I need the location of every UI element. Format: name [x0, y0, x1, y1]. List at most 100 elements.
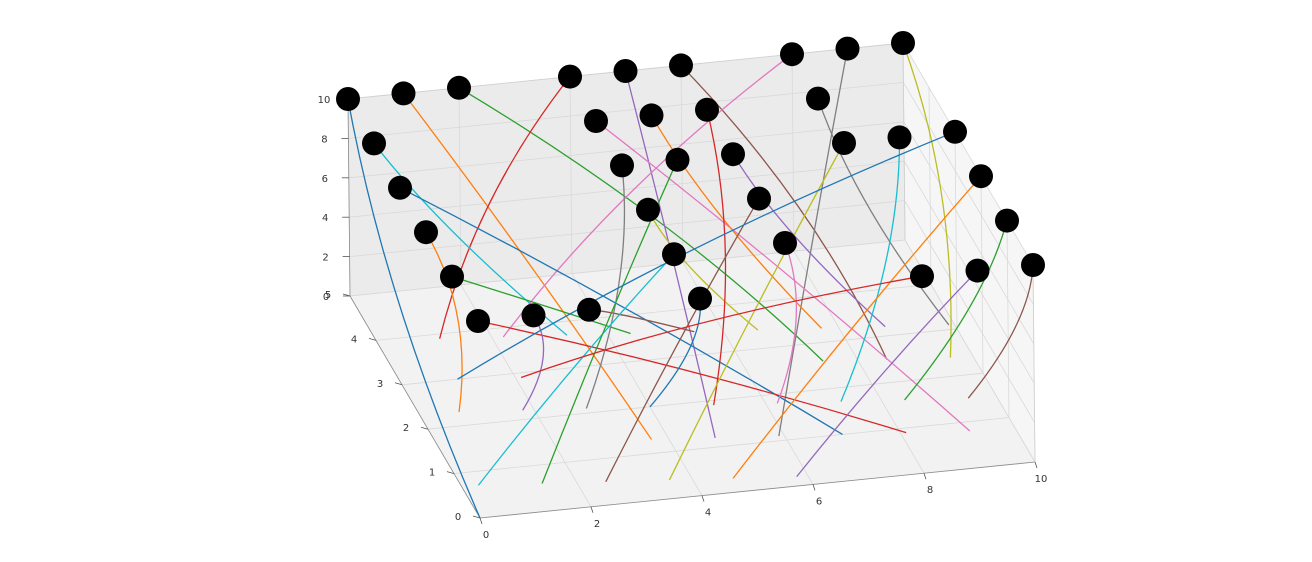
grid-line [349, 239, 906, 297]
data-line [477, 253, 675, 486]
data-line [425, 231, 463, 413]
data-line [595, 120, 971, 432]
data-point [639, 103, 664, 128]
y-tick-mark [446, 471, 455, 474]
data-point [669, 53, 693, 78]
floor-pane [350, 240, 1035, 518]
data-line [585, 165, 626, 409]
data-line [776, 242, 798, 404]
data-line [904, 220, 1008, 401]
data-point [891, 31, 915, 55]
grid-line [348, 121, 904, 179]
grid-line [1006, 220, 1010, 418]
data-point [965, 258, 990, 283]
data-point [577, 297, 601, 322]
data-point [391, 81, 416, 106]
data-line [541, 159, 679, 484]
data-point [440, 264, 464, 289]
grid-line [954, 131, 958, 329]
data-point [943, 119, 967, 144]
data-line [778, 48, 849, 437]
x-tick-label: 0 [483, 530, 489, 541]
y-tick-label: 4 [351, 334, 357, 345]
data-line [796, 270, 978, 478]
data-point [832, 131, 856, 155]
y-tick-mark [420, 426, 429, 430]
data-line [520, 275, 923, 379]
data-point [995, 208, 1019, 233]
pane-edge [1032, 264, 1036, 463]
y-tick-mark [394, 382, 403, 386]
y-tick-label: 3 [377, 379, 383, 390]
data-point [636, 197, 660, 222]
grid-line [349, 200, 905, 257]
data-line [650, 115, 823, 329]
data-line [458, 87, 824, 362]
data-point [521, 303, 546, 328]
data-point [1021, 253, 1045, 277]
x-tick-label: 8 [927, 485, 933, 496]
grid-line [793, 250, 925, 474]
data-line [732, 175, 982, 479]
x-tick-mark [1034, 461, 1038, 469]
grid-line [791, 54, 795, 252]
data-point [613, 59, 638, 83]
grid-line [427, 372, 984, 430]
y-tick-label: 5 [325, 290, 331, 301]
z-tick-label: 6 [322, 174, 328, 185]
data-line [902, 42, 952, 358]
x-tick-label: 6 [816, 496, 822, 507]
grid-line [903, 82, 1034, 305]
grid-line [569, 76, 573, 274]
data-line [439, 76, 571, 339]
data-line [605, 198, 760, 483]
data-point [414, 220, 438, 245]
z-tick-label: 0 [323, 292, 329, 303]
data-line [399, 187, 843, 435]
data-point [721, 142, 745, 167]
data-point [558, 64, 582, 89]
x-tick-label: 10 [1035, 474, 1048, 485]
data-point [610, 153, 634, 178]
data-point [388, 175, 412, 200]
grid-line [453, 417, 1010, 474]
data-line [668, 142, 845, 481]
data-point [336, 87, 360, 111]
data-line [402, 93, 653, 440]
data-point [887, 125, 912, 150]
data-line [706, 109, 727, 406]
x-tick-mark [812, 484, 816, 491]
x-tick-label: 4 [705, 508, 711, 519]
z-axis-line [347, 98, 351, 297]
data-point [688, 286, 712, 311]
y-tick-mark [472, 515, 481, 519]
data-line [817, 98, 950, 326]
data-line [840, 137, 901, 402]
grid-line [904, 200, 1035, 423]
data-line [451, 275, 631, 335]
z-tick-label: 2 [322, 253, 328, 264]
x-tick-mark [923, 473, 927, 480]
data-point [665, 147, 690, 172]
y-tick-label: 1 [429, 468, 435, 479]
data-point [806, 86, 830, 111]
x-tick-mark [479, 517, 483, 525]
data-line [457, 131, 956, 380]
data-point [466, 309, 490, 333]
x-tick-mark [701, 495, 705, 502]
side-pane [903, 43, 1035, 462]
data-point [773, 231, 797, 255]
z-tick-label: 8 [321, 134, 327, 145]
data-point [780, 42, 804, 67]
z-tick-label: 10 [318, 95, 331, 106]
grid-line [903, 121, 1035, 345]
y-axis-line [349, 295, 481, 519]
x-tick-label: 2 [594, 519, 600, 530]
data-point [584, 109, 608, 133]
data-point [835, 36, 860, 61]
data-markers [336, 31, 1045, 333]
data-point [969, 164, 993, 189]
y-tick-label: 0 [455, 512, 461, 523]
